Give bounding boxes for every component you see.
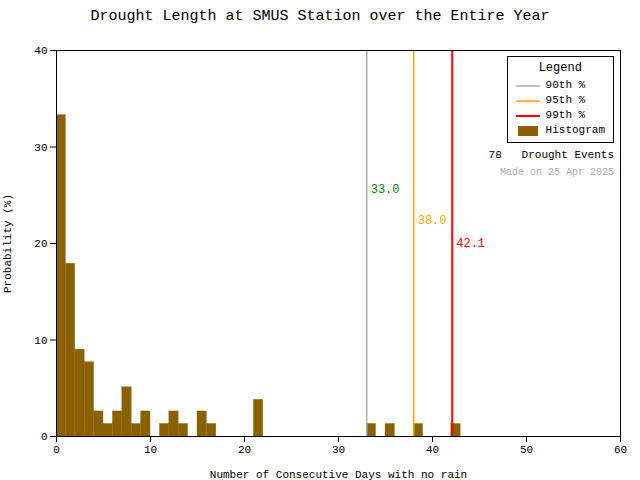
svg-text:Number of Consecutive Days wit: Number of Consecutive Days with no rain	[210, 469, 467, 480]
svg-text:Probability (%): Probability (%)	[2, 194, 14, 293]
svg-text:30: 30	[34, 142, 47, 154]
svg-text:20: 20	[238, 444, 251, 456]
html-text:Histogram: Histogram	[545, 124, 605, 136]
svg-text:38.0: 38.0	[418, 214, 447, 228]
html-text:Legend: Legend	[538, 61, 582, 75]
svg-text:0: 0	[41, 431, 48, 443]
svg-text:10: 10	[34, 335, 47, 347]
html-text:90th %: 90th %	[545, 79, 586, 91]
svg-text:50: 50	[520, 444, 533, 456]
svg-text:20: 20	[34, 238, 47, 250]
html-text:99th %: 99th %	[545, 109, 586, 121]
html-text:95th %: 95th %	[545, 94, 586, 106]
html-text:Made on 25 Apr 2025: Made on 25 Apr 2025	[500, 167, 614, 178]
svg-text:60: 60	[614, 444, 627, 456]
html-text:Drought Length at SMUS Station: Drought Length at SMUS Station over the …	[90, 8, 550, 25]
svg-text:30: 30	[332, 444, 345, 456]
html-text:78 Drought Events: 78 Drought Events	[488, 149, 614, 161]
svg-text:33.0: 33.0	[371, 183, 400, 197]
svg-text:40: 40	[426, 444, 439, 456]
svg-text:10: 10	[144, 444, 157, 456]
svg-text:42.1: 42.1	[456, 237, 485, 251]
svg-text:0: 0	[53, 444, 60, 456]
svg-text:40: 40	[34, 45, 47, 57]
